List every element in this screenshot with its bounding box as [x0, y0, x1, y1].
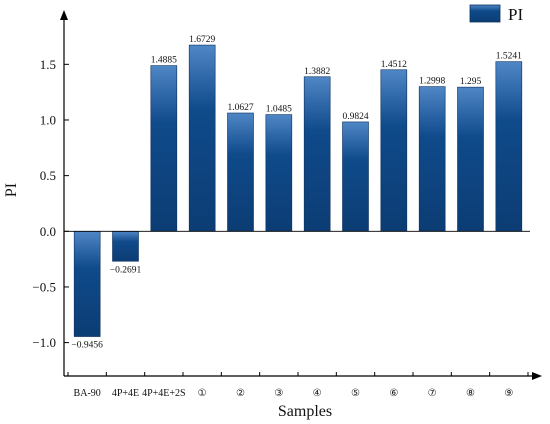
data-label: 1.5241 — [496, 52, 522, 62]
bar — [265, 114, 293, 232]
data-label: 1.6729 — [189, 35, 215, 45]
x-tick-label: ⑤ — [351, 388, 360, 399]
data-label: 1.295 — [460, 77, 482, 87]
x-tick-label: ⑨ — [504, 388, 513, 399]
bar — [227, 112, 254, 232]
bar — [418, 86, 446, 232]
bar — [457, 86, 484, 232]
y-tick-label: −0.5 — [32, 279, 56, 294]
x-tick-label: ③ — [274, 388, 283, 399]
x-tick-label: BA-90 — [74, 388, 101, 399]
legend-label-pi: PI — [508, 5, 523, 24]
bar — [303, 76, 331, 232]
bar — [150, 65, 178, 232]
bar — [73, 230, 101, 337]
y-tick-label: 1.5 — [40, 57, 56, 72]
x-tick-label: ⑧ — [466, 388, 475, 399]
data-label: 1.0627 — [227, 103, 253, 113]
legend: PI — [469, 4, 523, 24]
x-tick-label: 4P+4E+2S — [142, 388, 186, 399]
data-label: 1.3882 — [304, 67, 330, 77]
y-tick-label: 1.0 — [40, 112, 56, 127]
data-label: 1.4512 — [381, 60, 407, 70]
legend-swatch-pi — [469, 4, 501, 23]
x-tick-label: ① — [198, 388, 207, 399]
x-tick-label: ⑥ — [389, 388, 398, 399]
data-label: −0.9456 — [71, 341, 103, 351]
bar — [495, 61, 523, 232]
axes-layer — [60, 10, 542, 380]
y-tick-label: −1.0 — [32, 335, 56, 350]
data-label: 1.0485 — [266, 105, 292, 115]
bars-layer — [73, 44, 523, 337]
x-axis-title: Samples — [278, 403, 332, 420]
labels-layer: −0.9456 BA-90 −0.2691 4P+4E 1.4885 4P+4E+2S 1.… — [32, 35, 522, 399]
bar — [342, 121, 369, 232]
x-tick-label: ④ — [313, 388, 322, 399]
x-tick-label: 4P+4E — [112, 388, 139, 399]
data-label: 0.9824 — [342, 112, 368, 122]
data-label: −0.2691 — [110, 265, 142, 275]
x-tick-label: ⑦ — [428, 388, 437, 399]
y-axis-title: PI — [3, 183, 20, 197]
y-axis-arrow — [60, 10, 68, 20]
x-axis-arrow — [532, 372, 542, 380]
y-tick-label: 0.0 — [40, 224, 56, 239]
y-tick-label: 0.5 — [40, 168, 56, 183]
bar — [112, 230, 139, 262]
bar — [380, 69, 408, 232]
data-label: 1.2998 — [419, 77, 445, 87]
x-tick-label: ② — [236, 388, 245, 399]
bar — [188, 44, 216, 232]
data-label: 1.4885 — [151, 56, 177, 66]
